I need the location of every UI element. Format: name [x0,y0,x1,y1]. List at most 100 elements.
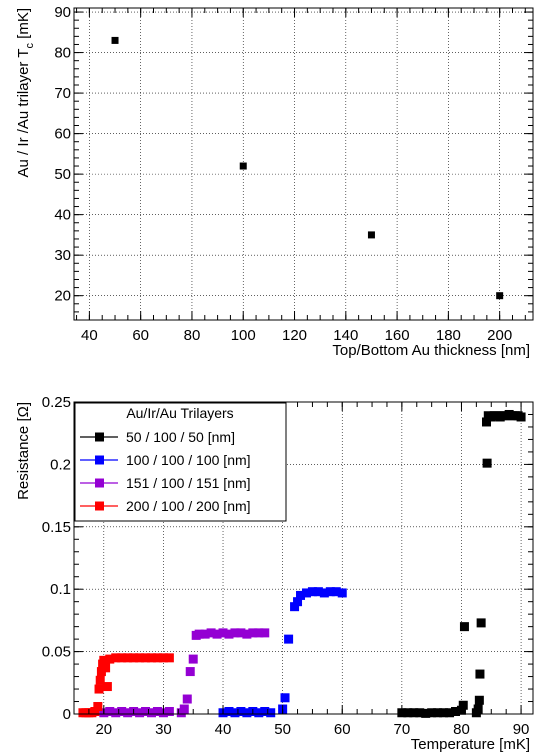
bottom-series-1-point [482,458,492,468]
bottom-series-4-point [111,653,121,663]
legend-entry: 200 / 100 / 200 [nm] [80,498,251,514]
top-y-axis-label-sub: c [24,43,36,49]
legend: Au/Ir/Au Trilayers 50 / 100 / 50 [nm] 100… [74,402,287,522]
bottom-series-2-point [266,708,276,718]
bottom-series-3-point [152,707,162,717]
bottom-y-tick-label: 0.15 [42,519,71,536]
legend-entry: 100 / 100 / 100 [nm] [80,452,251,468]
top-y-axis-label: Au / Ir /Au trilayer Tc [mK] [15,8,36,177]
bottom-series-2-point [331,587,341,597]
bottom-series-4-point [102,682,112,692]
top-x-axis-label: Top/Bottom Au thickness [nm] [332,342,530,359]
bottom-series-2-point [301,588,311,598]
bottom-series-4-point [129,653,139,663]
top-y-tick-label: 40 [54,207,71,224]
bottom-y-tick-label: 0 [63,706,71,723]
legend-entry: 151 / 100 / 151 [nm] [80,475,251,491]
bottom-frame [73,401,534,715]
bottom-series-4-point [141,653,151,663]
bottom-x-tick-label: 60 [334,721,351,738]
bottom-series-2-point [293,597,303,607]
bottom-series-2-point [307,587,317,597]
bottom-series-3-point [230,628,240,638]
bottom-x-tick-label: 50 [274,721,291,738]
legend-marker [95,501,104,511]
bottom-series-3-point [260,628,270,638]
bottom-series-3-point [141,707,151,717]
top-series-1-point [367,231,375,239]
top-series-1-point [496,292,504,300]
bottom-series-3-point [182,694,192,704]
bottom-series-4-point [93,702,103,712]
bottom-series-4-point [158,653,168,663]
top-x-tick-label: 160 [385,327,410,344]
bottom-series-4-point [94,684,104,694]
bottom-series-3-point [185,667,195,677]
bottom-series-3-point [105,707,115,717]
legend-marker [95,478,104,488]
bottom-series-2-point [325,587,335,597]
bottom-series-2-point [319,588,329,598]
bottom-series-1-point [516,412,526,422]
bottom-series-1-point [476,618,486,628]
top-y-tick-label: 60 [54,126,71,143]
bottom-series-3-point [224,629,234,639]
bottom-series-4-point [135,653,145,663]
bottom-series-2-point [230,708,240,718]
bottom-x-tick-label: 80 [453,721,470,738]
top-x-tick-label: 180 [436,327,461,344]
bottom-y-axis-label: Resistance [Ω] [15,402,32,500]
bottom-series-3-point [164,707,174,717]
bottom-series-1-point [445,708,455,718]
top-frame [73,7,534,321]
top-y-tick-label: 90 [54,4,71,21]
bottom-y-tick-label: 0.2 [50,456,71,473]
bottom-series-4-point [123,653,133,663]
bottom-series-4-point [146,653,156,663]
bottom-series-2-point [337,588,347,598]
bottom-series-4-point [95,675,105,685]
legend-label: 100 / 100 / 100 [nm] [126,452,251,468]
bottom-series-3-point [248,628,258,638]
bottom-series-3-point [254,628,264,638]
bottom-series-1-point [409,708,419,718]
bottom-series-1-point [433,708,443,718]
plot-bottom: 20 30 40 50 60 70 80 90 0 0.05 0.1 0.15 0.2 0.25 Temp… [15,394,534,753]
top-grid [74,8,533,320]
top-y-axis-label-main: Au / Ir /Au trilayer T [15,49,32,178]
bottom-series-3-point [212,629,222,639]
bottom-series-1-point [475,669,485,679]
bottom-series-1-point [459,622,469,632]
top-x-tick-label: 200 [487,327,512,344]
bottom-series-3-point [135,708,145,718]
top-ticks: 40 60 80 100 120 140 160 180 200 20 30 40 50 60 70 80 90 [54,4,533,344]
plot-top: 40 60 80 100 120 140 160 180 200 20 30 40 50 60 70 80 90… [15,4,534,359]
bottom-series-3-point [218,628,228,638]
bottom-x-tick-label: 30 [155,721,172,738]
top-x-tick-label: 140 [333,327,358,344]
top-x-tick-label: 60 [132,327,149,344]
bottom-x-axis-label: Temperature [mK] [411,736,530,753]
legend-marker [95,432,104,442]
legend-box [74,402,287,522]
bottom-series-3-point [117,707,127,717]
bottom-series-1-point [415,708,425,718]
bottom-series-3-point [123,708,133,718]
bottom-series-3-point [111,708,121,718]
legend-marker [95,455,104,465]
bottom-series-2-point [254,708,264,718]
bottom-series-3-point [200,629,210,639]
bottom-series-2-point [242,708,252,718]
bottom-series-4-point [99,655,109,665]
top-y-tick-label: 50 [54,166,71,183]
bottom-series-3-point [146,708,156,718]
bottom-series-3-point [242,629,252,639]
bottom-series-3-point [188,654,198,664]
bottom-x-tick-label: 20 [95,721,112,738]
bottom-series-1-point [458,700,468,710]
bottom-series-2-point [280,693,290,703]
bottom-y-tick-label: 0.25 [42,394,71,411]
bottom-series-1-point [473,704,483,714]
bottom-series-4-point [164,653,174,663]
